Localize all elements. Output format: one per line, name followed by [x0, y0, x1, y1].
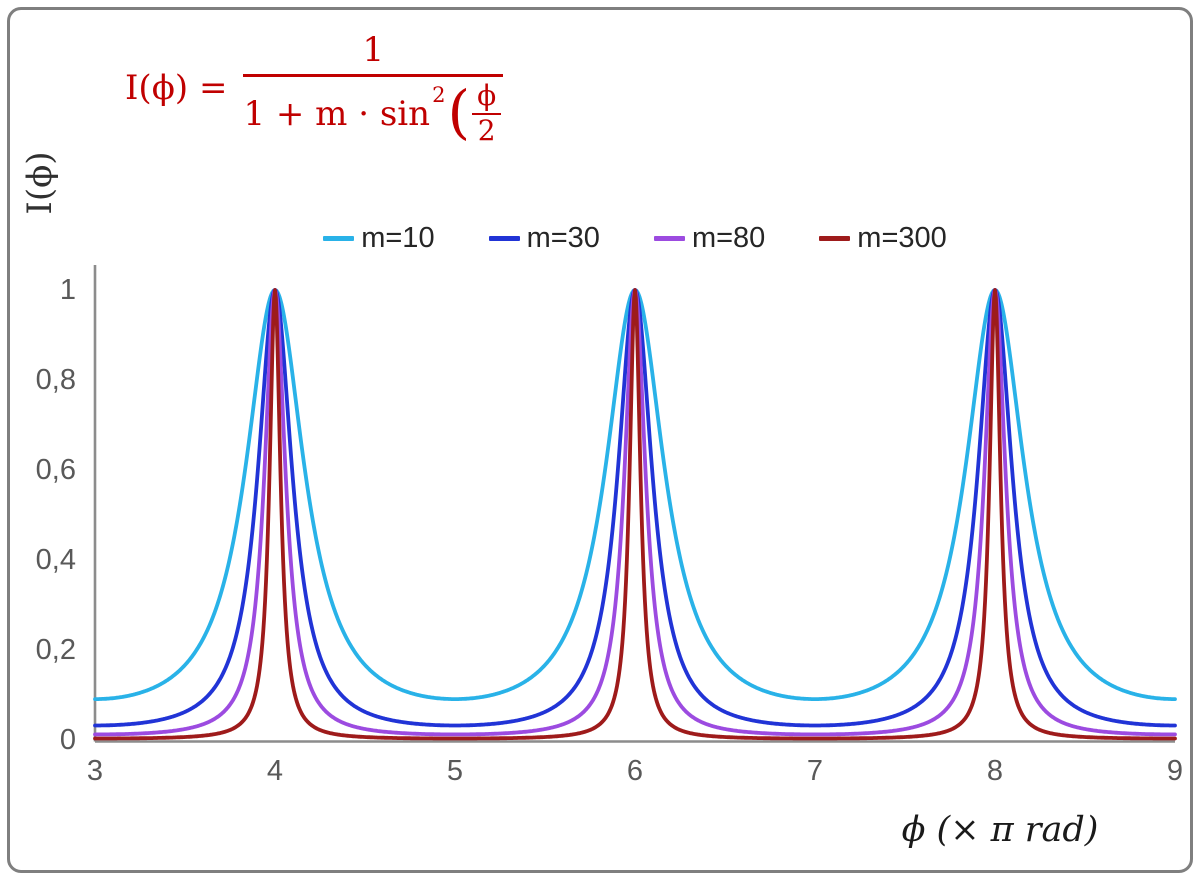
x-tick-label: 8 [986, 755, 1004, 787]
legend-label: m=10 [361, 222, 435, 254]
legend-swatch [323, 236, 355, 241]
y-tick-label: 0,6 [35, 454, 76, 486]
formula-fraction: 1 1 + m · sin 2 ( ϕ 2 [243, 30, 504, 147]
fraction-bar [243, 74, 504, 77]
curve-m=80 [93, 288, 1177, 737]
legend-item: m=80 [653, 222, 766, 255]
y-axis-title: I(ϕ) [20, 151, 60, 215]
inner-denominator: 2 [477, 113, 496, 147]
x-tick-label: 4 [266, 755, 284, 787]
x-tick-label: 6 [626, 755, 644, 787]
curve-m=300 [93, 288, 1177, 741]
formula: I(ϕ) = 1 1 + m · sin 2 ( ϕ 2 [125, 30, 504, 147]
x-tick-label: 7 [806, 755, 824, 787]
legend-swatch [488, 236, 520, 241]
legend: m=10 m=30 m=80 m=300 [95, 222, 1175, 255]
exponent: 2 [432, 83, 446, 107]
formula-denominator: 1 + m · sin 2 ( ϕ 2 [243, 77, 503, 147]
formula-numerator: 1 [362, 30, 385, 70]
denominator-text: 1 + m · sin [243, 93, 431, 134]
x-tick-label: 5 [446, 755, 464, 787]
inner-fraction: ϕ 2 [472, 80, 502, 147]
inner-numerator: ϕ [472, 80, 502, 115]
legend-item: m=10 [323, 222, 435, 255]
y-tick-label: 0,2 [35, 634, 76, 666]
y-tick-label: 0 [59, 724, 76, 756]
y-tick-label: 0,8 [35, 364, 76, 396]
legend-swatch [653, 236, 685, 241]
x-tick-label: 9 [1166, 755, 1184, 787]
curve-m=30 [93, 288, 1177, 728]
legend-label: m=300 [857, 222, 947, 254]
x-tick-label: 3 [86, 755, 104, 787]
y-tick-label: 0,4 [35, 544, 76, 576]
open-paren: ( [447, 77, 471, 146]
formula-lhs: I(ϕ) = [125, 68, 228, 109]
legend-item: m=30 [488, 222, 600, 255]
legend-label: m=80 [691, 222, 766, 254]
legend-label: m=30 [526, 222, 600, 254]
legend-item: m=300 [819, 222, 947, 255]
x-axis-title: ϕ (× π rad) [901, 810, 1099, 850]
legend-swatch [819, 236, 851, 241]
y-tick-label: 1 [59, 274, 76, 306]
